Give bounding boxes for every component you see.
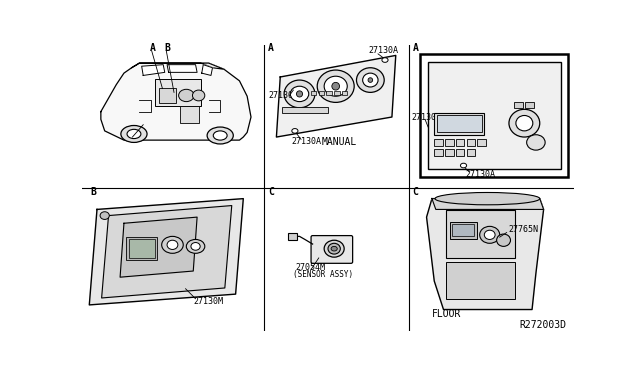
Polygon shape <box>101 63 251 140</box>
Bar <box>428 62 561 169</box>
Ellipse shape <box>121 125 147 142</box>
Text: A: A <box>268 44 274 54</box>
Ellipse shape <box>317 70 354 102</box>
Text: 27130M: 27130M <box>193 297 223 306</box>
Polygon shape <box>432 199 543 209</box>
Ellipse shape <box>356 68 384 92</box>
Polygon shape <box>141 65 164 76</box>
Polygon shape <box>132 63 224 69</box>
Text: C: C <box>268 187 274 197</box>
Bar <box>319 91 324 96</box>
Bar <box>180 106 200 123</box>
Bar <box>445 139 454 146</box>
Text: FLOOR: FLOOR <box>432 309 461 319</box>
Bar <box>435 139 443 146</box>
Text: MANUAL: MANUAL <box>322 137 357 147</box>
Ellipse shape <box>100 212 109 219</box>
Ellipse shape <box>191 243 200 250</box>
Bar <box>467 150 475 155</box>
Bar <box>311 91 316 96</box>
Bar <box>326 91 332 96</box>
Text: 27765N: 27765N <box>508 225 538 234</box>
Text: C: C <box>413 187 419 197</box>
Bar <box>435 113 484 135</box>
Bar <box>342 91 348 96</box>
Text: (SENSOR ASSY): (SENSOR ASSY) <box>293 270 353 279</box>
Bar <box>288 232 297 240</box>
Text: 27130A: 27130A <box>368 46 398 55</box>
Bar <box>126 237 157 260</box>
Text: 27054M: 27054M <box>296 263 326 272</box>
Bar <box>129 240 155 258</box>
Polygon shape <box>167 65 197 73</box>
Ellipse shape <box>328 243 340 254</box>
Polygon shape <box>90 199 243 305</box>
Bar <box>435 150 443 155</box>
Bar <box>450 222 477 239</box>
Polygon shape <box>276 55 396 137</box>
Ellipse shape <box>480 226 500 243</box>
Text: C: C <box>128 134 134 144</box>
Ellipse shape <box>516 115 533 131</box>
Ellipse shape <box>284 80 315 108</box>
Text: 27130N: 27130N <box>269 91 299 100</box>
Text: 27130A: 27130A <box>291 137 321 146</box>
Ellipse shape <box>368 78 372 82</box>
Text: 27130: 27130 <box>411 112 436 122</box>
Ellipse shape <box>291 86 308 102</box>
Polygon shape <box>427 199 543 310</box>
Ellipse shape <box>127 129 141 139</box>
Ellipse shape <box>296 91 303 97</box>
Ellipse shape <box>179 89 194 102</box>
Ellipse shape <box>435 192 540 205</box>
Ellipse shape <box>509 109 540 137</box>
Bar <box>159 88 175 103</box>
Text: B: B <box>91 187 97 197</box>
Ellipse shape <box>213 131 227 140</box>
Ellipse shape <box>497 234 511 246</box>
Bar <box>446 262 515 299</box>
Ellipse shape <box>332 82 340 90</box>
Ellipse shape <box>292 129 298 133</box>
Ellipse shape <box>331 246 337 251</box>
Ellipse shape <box>484 230 495 240</box>
Text: R272003D: R272003D <box>519 320 566 330</box>
Bar <box>420 54 568 177</box>
Bar <box>467 139 475 146</box>
Bar <box>436 115 482 132</box>
Text: A: A <box>413 44 419 54</box>
Polygon shape <box>202 65 212 76</box>
Ellipse shape <box>324 240 344 257</box>
Ellipse shape <box>324 76 348 96</box>
Bar <box>456 139 464 146</box>
Ellipse shape <box>167 240 178 250</box>
Bar <box>334 91 340 96</box>
Text: 27130A: 27130A <box>465 170 495 179</box>
Ellipse shape <box>162 236 183 253</box>
Ellipse shape <box>193 90 205 101</box>
Ellipse shape <box>363 73 378 87</box>
Bar <box>477 139 486 146</box>
Bar <box>446 210 515 258</box>
Ellipse shape <box>527 135 545 150</box>
FancyBboxPatch shape <box>311 235 353 263</box>
Bar <box>515 102 523 108</box>
Bar <box>445 150 454 155</box>
Ellipse shape <box>460 163 467 168</box>
Bar <box>456 150 464 155</box>
Bar <box>452 224 474 236</box>
Bar <box>282 107 328 113</box>
Ellipse shape <box>382 58 388 62</box>
Ellipse shape <box>186 240 205 253</box>
Text: A: A <box>149 44 156 54</box>
Polygon shape <box>102 206 232 298</box>
Bar <box>525 102 534 108</box>
Text: B: B <box>164 44 170 54</box>
Polygon shape <box>120 217 197 277</box>
Ellipse shape <box>207 127 234 144</box>
Bar <box>155 79 201 106</box>
